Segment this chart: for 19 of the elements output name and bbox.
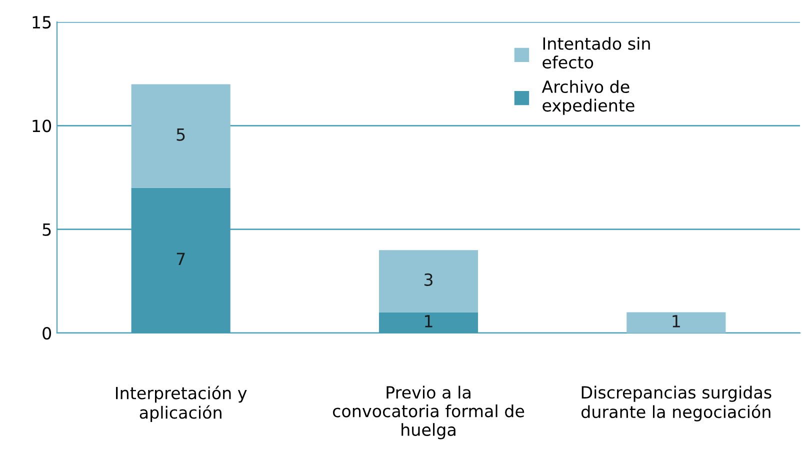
y-tick-label: 5 <box>42 224 51 236</box>
data-label: 3 <box>424 273 432 286</box>
bar <box>131 188 230 333</box>
x-tick-label: Previo a la convocatoria formal de huelga <box>332 386 524 440</box>
data-label: 1 <box>672 315 680 328</box>
legend-label: Intentado sin efecto <box>542 37 650 69</box>
y-tick-label: 10 <box>32 120 52 132</box>
y-tick-label: 15 <box>32 16 51 29</box>
x-tick-label: Interpretación y aplicación <box>116 386 247 422</box>
bar <box>378 312 478 333</box>
bar <box>378 250 478 312</box>
x-tick-label: Discrepancias surgidas durante la negociación <box>582 386 772 422</box>
data-label: 1 <box>425 315 432 328</box>
bar <box>131 84 230 188</box>
data-label: 5 <box>176 128 185 141</box>
bar <box>626 312 726 333</box>
legend-label: Archivo de expediente <box>542 80 634 115</box>
y-tick-label: 0 <box>42 326 52 340</box>
data-label: 7 <box>176 252 185 266</box>
